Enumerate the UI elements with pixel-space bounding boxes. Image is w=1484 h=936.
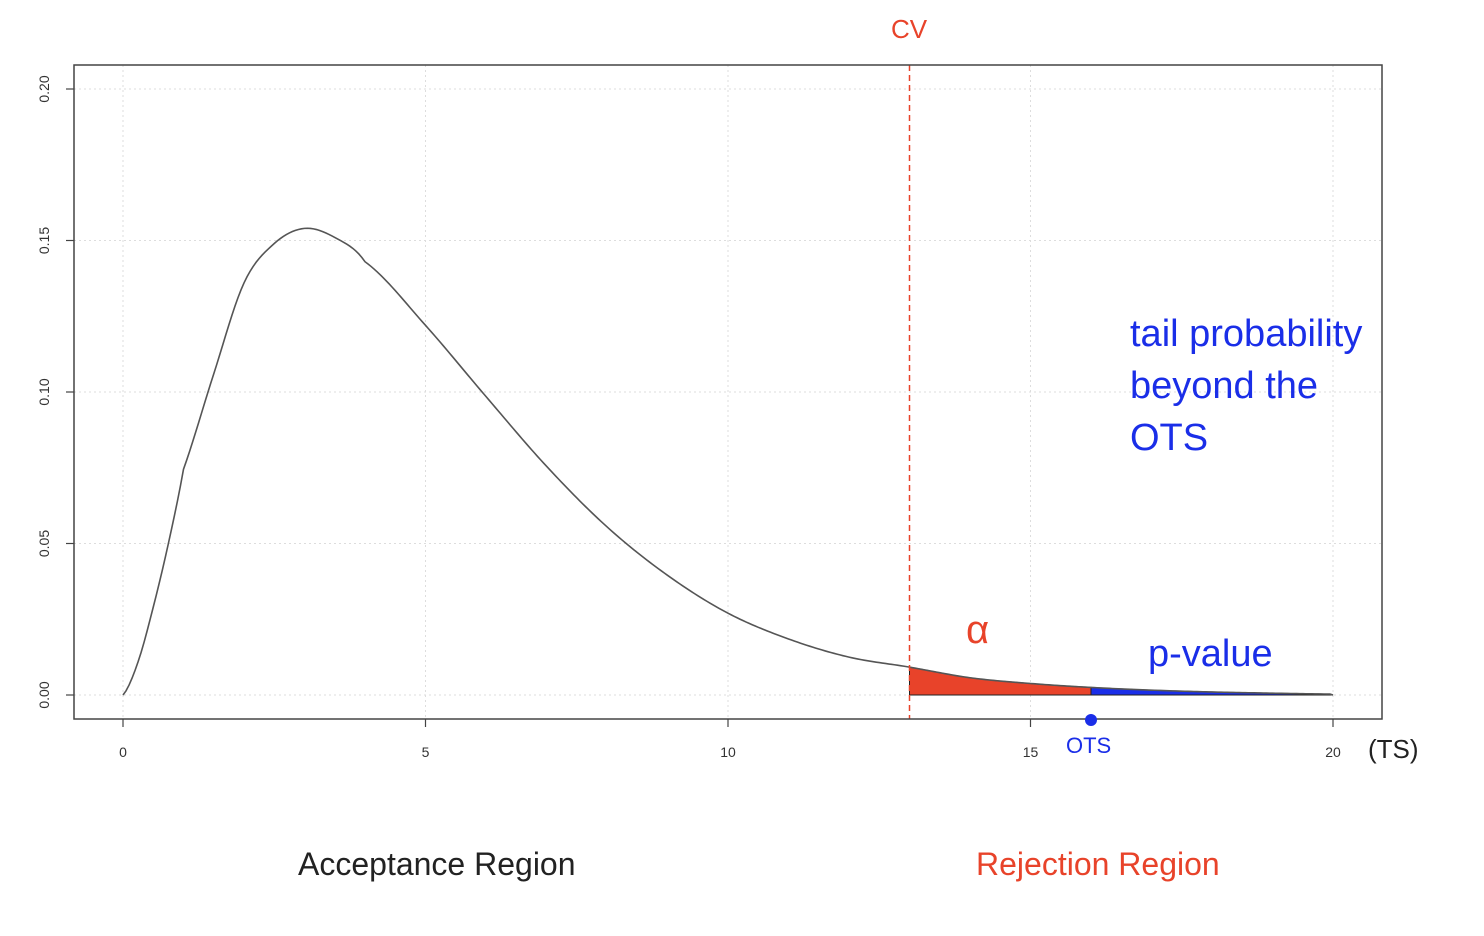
alpha-label: α (966, 608, 990, 652)
p-value-label: p-value (1148, 633, 1273, 675)
axis-ticks: 0 5 10 15 20 0.00 0.05 0.10 0.15 0.20 (36, 75, 1341, 760)
y-tick-label: 0.10 (36, 378, 52, 405)
x-tick-label: 15 (1023, 744, 1039, 760)
y-tick-label: 0.20 (36, 75, 52, 102)
density-curve (122, 227, 1334, 696)
density-curve-group (122, 227, 1334, 696)
x-tick-label: 5 (422, 744, 430, 760)
acceptance-region-label: Acceptance Region (298, 846, 576, 882)
x-tick-label: 20 (1325, 744, 1341, 760)
ots-label: OTS (1066, 733, 1112, 758)
x-axis-unit-label: (TS) (1368, 734, 1419, 764)
ots-point-group (1085, 714, 1097, 726)
x-tick-label: 0 (119, 744, 127, 760)
ots-point (1085, 714, 1097, 726)
tail-probability-annotation: tail probability beyond the OTS (1130, 313, 1363, 459)
y-tick-label: 0.00 (36, 681, 52, 708)
x-tick-label: 10 (720, 744, 736, 760)
y-tick-label: 0.15 (36, 227, 52, 254)
y-tick-label: 0.05 (36, 530, 52, 557)
critical-value-label: CV (891, 14, 928, 44)
rejection-region-label: Rejection Region (976, 846, 1220, 882)
